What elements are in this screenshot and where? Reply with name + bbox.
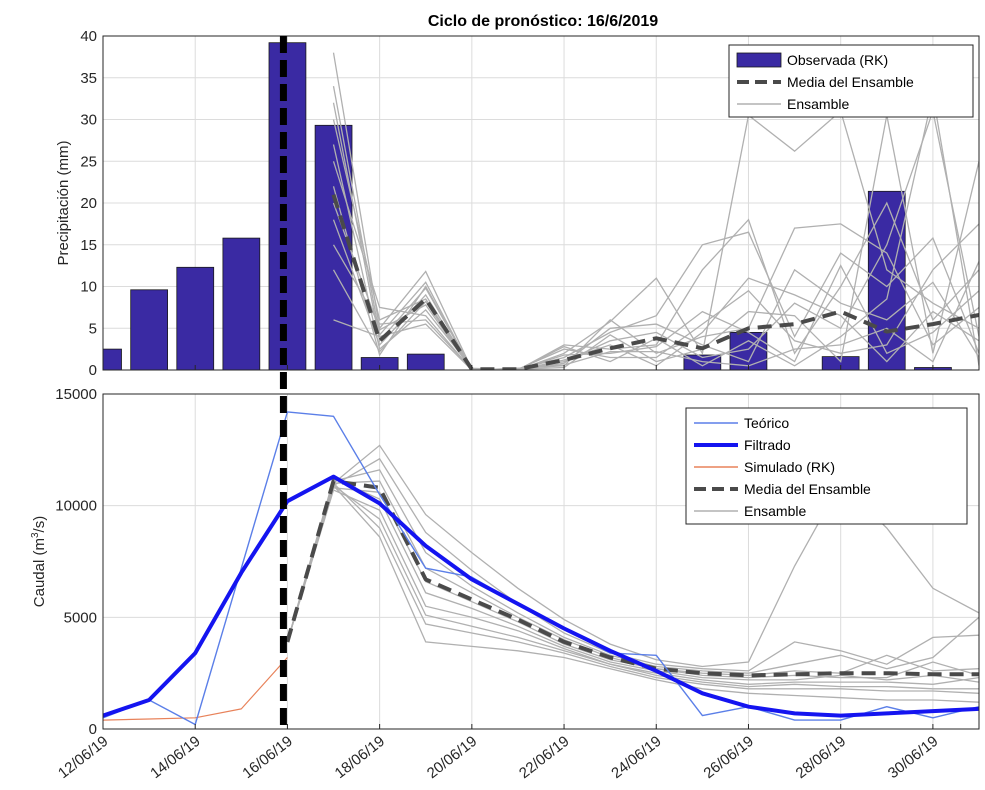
precip-ensemble-line — [332, 85, 979, 370]
discharge-legend-label: Teórico — [744, 415, 789, 431]
precip-bar — [222, 237, 261, 370]
discharge-x-tick-label: 28/06/19 — [793, 733, 849, 782]
precip-bar — [821, 356, 860, 370]
discharge-x-tick-label: 16/06/19 — [239, 733, 295, 782]
discharge-x-tick-label: 18/06/19 — [332, 733, 388, 782]
precip-ensemble-line — [332, 52, 979, 370]
precip-ensemble-line — [333, 261, 979, 370]
filtered-line — [103, 474, 979, 718]
precip-y-tick-label: 5 — [89, 320, 97, 337]
precip-y-tick-label: 25 — [80, 153, 97, 170]
precip-axes-box — [102, 35, 980, 371]
precip-y-tick-label: 40 — [80, 28, 97, 45]
precip-bar — [176, 266, 215, 370]
precipitation-legend: Observada (RK) Media del Ensamble Ensamble — [728, 44, 974, 118]
precip-bar — [867, 190, 906, 370]
discharge-ensemble-line — [286, 484, 979, 703]
discharge-ensemble-line — [286, 484, 979, 690]
discharge-ensemble-mean-line — [285, 479, 979, 678]
discharge-y-tick-label: 15000 — [55, 386, 97, 403]
discharge-y-axis-label: Caudal (m3/s) — [30, 516, 48, 607]
precip-bar — [360, 357, 399, 370]
precip-y-tick-label: 30 — [80, 112, 97, 129]
discharge-ensemble-line — [286, 478, 979, 683]
precip-y-tick-label: 0 — [89, 362, 97, 379]
discharge-legend-box — [685, 407, 968, 525]
precip-bar — [406, 353, 445, 370]
discharge-y-tick-label: 5000 — [64, 609, 97, 626]
precip-y-axis-label: Precipitación (mm) — [55, 140, 72, 265]
precip-legend-label: Observada (RK) — [787, 52, 888, 68]
discharge-x-tick-label: 22/06/19 — [516, 733, 572, 782]
discharge-ensemble-line — [286, 489, 979, 685]
discharge-x-tick-label: 12/06/19 — [55, 733, 111, 782]
discharge-legend-label: Filtrado — [744, 437, 791, 453]
discharge-x-tick-label: 26/06/19 — [700, 733, 756, 782]
discharge-legend-label: Media del Ensamble — [744, 481, 871, 497]
discharge-legend-label: Ensamble — [744, 503, 806, 519]
precip-bar — [268, 42, 307, 370]
discharge-y-tick-label: 10000 — [55, 498, 97, 515]
chart-title: Ciclo de pronóstico: 16/6/2019 — [428, 13, 658, 30]
precip-bar — [130, 289, 168, 370]
precip-legend-swatch — [736, 52, 782, 68]
precip-y-tick-label: 20 — [80, 195, 97, 212]
precip-legend-label: Media del Ensamble — [787, 74, 914, 90]
precip-ensemble-mean-line — [331, 194, 979, 370]
precip-bar — [683, 354, 722, 370]
discharge-axes-box — [102, 393, 980, 730]
precip-legend-label: Ensamble — [787, 96, 849, 112]
discharge-x-tick-label: 14/06/19 — [147, 733, 203, 782]
precip-ensemble-line — [332, 115, 979, 370]
discharge-ensemble-line — [286, 482, 979, 694]
discharge-x-tick-label: 30/06/19 — [885, 733, 941, 782]
precip-y-tick-label: 35 — [80, 70, 97, 87]
precip-ensemble-line — [332, 108, 979, 370]
precip-y-tick-label: 15 — [80, 237, 97, 254]
simulated-line — [103, 657, 288, 721]
discharge-x-tick-label: 20/06/19 — [424, 733, 480, 782]
discharge-legend-label: Simulado (RK) — [744, 459, 835, 475]
precip-ensemble-line — [332, 186, 979, 370]
precip-ensemble-line — [332, 161, 979, 370]
discharge-y-tick-label: 0 — [89, 721, 97, 738]
discharge-x-tick-label: 24/06/19 — [608, 733, 664, 782]
precip-y-tick-label: 10 — [80, 279, 97, 296]
discharge-ensemble-line — [286, 457, 979, 672]
discharge-legend: Teórico Filtrado Simulado (RK) Media del En… — [685, 407, 968, 525]
